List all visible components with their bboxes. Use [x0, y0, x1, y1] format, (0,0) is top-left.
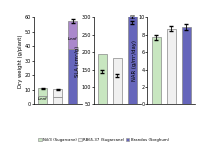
Text: Leaf: Leaf: [38, 97, 48, 101]
Bar: [68, 21, 77, 49]
Bar: [68, 49, 77, 104]
Y-axis label: SLA (cm²/g): SLA (cm²/g): [75, 45, 80, 77]
Bar: [167, 29, 176, 104]
Text: Leaf: Leaf: [68, 37, 77, 41]
Y-axis label: Dry weight (g/plant): Dry weight (g/plant): [19, 34, 23, 88]
Y-axis label: NAR (g/m²/day): NAR (g/m²/day): [132, 40, 137, 81]
Text: SE: SE: [129, 15, 136, 20]
Bar: [113, 58, 122, 104]
Bar: [182, 27, 191, 104]
Bar: [53, 97, 62, 104]
Bar: [128, 5, 137, 104]
Bar: [152, 37, 161, 104]
Legend: Nil/3 (Sugarcane), RB65-37 (Sugarcane), Brandos (Sorghum): Nil/3 (Sugarcane), RB65-37 (Sugarcane), …: [37, 136, 170, 143]
Bar: [98, 54, 107, 104]
Bar: [53, 89, 62, 97]
Bar: [38, 88, 47, 96]
Bar: [38, 96, 47, 104]
